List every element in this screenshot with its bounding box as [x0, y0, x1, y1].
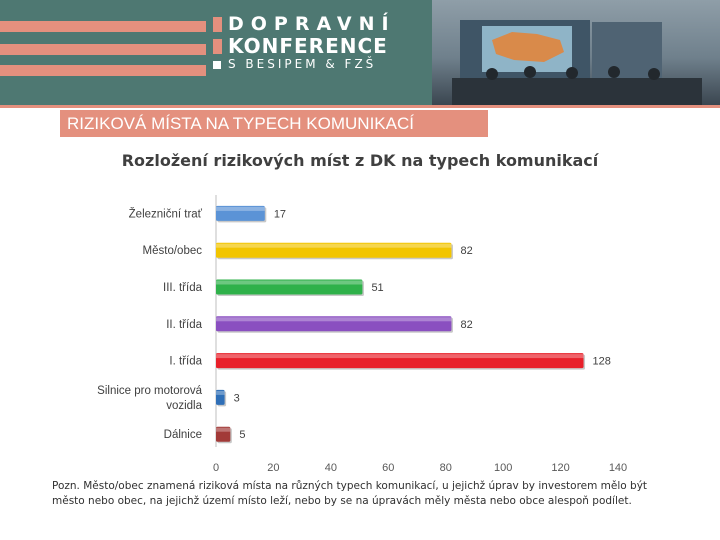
bar-highlight — [216, 427, 231, 432]
section-label: RIZIKOVÁ MÍSTA NA TYPECH KOMUNIKACÍ — [60, 110, 488, 137]
bar-highlight — [216, 390, 225, 395]
chart-title: Rozložení rizikových míst z DK na typech… — [121, 151, 599, 170]
x-tick-label: 20 — [267, 462, 279, 474]
x-tick-label: 80 — [440, 462, 452, 474]
header-divider — [0, 105, 720, 108]
value-label: 3 — [234, 392, 240, 404]
category-label: I. třída — [169, 356, 202, 368]
logo-mark — [213, 39, 222, 54]
decor-stripe — [0, 21, 206, 32]
decor-stripe — [0, 44, 206, 55]
bar-highlight — [216, 243, 452, 248]
x-tick-label: 40 — [325, 462, 337, 474]
bar — [216, 205, 265, 221]
bar — [216, 353, 584, 369]
x-tick-label: 100 — [494, 462, 512, 474]
bar-highlight — [216, 317, 452, 322]
conference-photo — [432, 0, 720, 105]
category-label: Silnice pro motorová — [97, 385, 202, 397]
x-tick-label: 60 — [382, 462, 394, 474]
x-tick-label: 120 — [551, 462, 569, 474]
bar — [216, 279, 363, 295]
decor-stripe — [0, 65, 206, 76]
category-label: II. třída — [166, 319, 202, 331]
x-tick-label: 140 — [609, 462, 627, 474]
bar — [216, 426, 231, 442]
category-label: Železniční trať — [129, 207, 203, 220]
category-label: vozidla — [166, 400, 202, 412]
value-label: 128 — [593, 356, 611, 368]
category-label: Město/obec — [143, 245, 203, 257]
logo-line-3: S BESIPEM & FZŠ — [228, 57, 377, 71]
x-tick-label: 0 — [213, 462, 219, 474]
value-label: 17 — [274, 208, 286, 220]
logo-mark — [213, 17, 222, 32]
footnote: Pozn. Město/obec znamená riziková místa … — [52, 480, 648, 507]
logo-line-1: DOPRAVNÍ — [228, 13, 396, 35]
value-label: 5 — [239, 429, 245, 441]
bar — [216, 389, 225, 405]
bar-highlight — [216, 206, 265, 211]
logo-mark — [213, 61, 221, 69]
bar-highlight — [216, 354, 584, 359]
bar-highlight — [216, 280, 363, 285]
value-label: 51 — [371, 282, 383, 294]
category-label: Dálnice — [164, 429, 202, 441]
logo-line-2: KONFERENCE — [228, 34, 388, 58]
bar — [216, 242, 452, 258]
value-label: 82 — [460, 245, 472, 257]
category-label: III. třída — [163, 282, 203, 294]
bar — [216, 316, 452, 332]
value-label: 82 — [460, 319, 472, 331]
